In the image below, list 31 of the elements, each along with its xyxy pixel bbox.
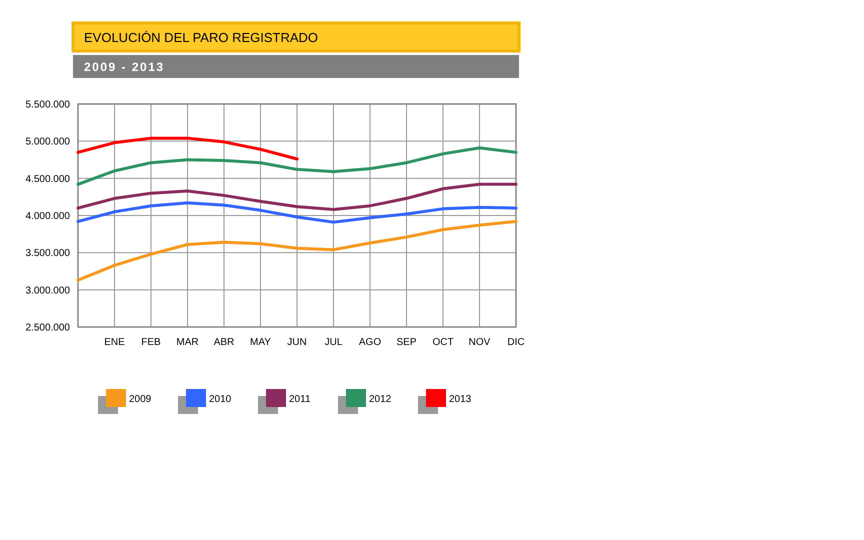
- x-tick-label: ENE: [104, 337, 126, 348]
- y-tick-label: 5.500.000: [26, 100, 70, 110]
- y-tick-label: 2.500.000: [26, 322, 70, 334]
- x-tick-label: JUN: [287, 337, 307, 348]
- line-series: [76, 220, 518, 282]
- x-tick-label: OCT: [432, 337, 454, 348]
- x-tick-label: JUL: [324, 337, 343, 348]
- x-tick-label: NOV: [468, 337, 491, 348]
- x-tick-label: FEB: [141, 337, 162, 348]
- x-tick-label: SEP: [396, 337, 417, 348]
- y-tick-label: 3.500.000: [26, 248, 70, 260]
- chart-subtitle: 2009 - 2013: [84, 60, 165, 74]
- line-series: [76, 146, 518, 186]
- legend-label: 2013: [449, 394, 472, 405]
- y-tick-label: 4.000.000: [26, 211, 70, 222]
- legend-label: 2012: [369, 394, 392, 405]
- line-series: [76, 136, 298, 161]
- y-tick-label: 4.500.000: [26, 174, 70, 185]
- y-tick-label: 3.000.000: [26, 285, 70, 296]
- x-tick-label: MAR: [176, 337, 199, 348]
- chart-title: EVOLUCIÓN DEL PARO REGISTRADO: [84, 30, 318, 45]
- legend-label: 2009: [129, 394, 152, 405]
- line-series: [76, 182, 518, 212]
- x-tick-label: ABR: [214, 337, 234, 348]
- x-tick-label: DIC: [507, 337, 525, 348]
- legend-label: 2011: [289, 394, 311, 405]
- y-tick-label: 5.000.000: [26, 136, 70, 148]
- x-tick-label: AGO: [358, 337, 382, 348]
- line-series: [76, 201, 518, 224]
- legend-label: 2010: [209, 394, 232, 405]
- x-tick-label: MAY: [250, 337, 272, 348]
